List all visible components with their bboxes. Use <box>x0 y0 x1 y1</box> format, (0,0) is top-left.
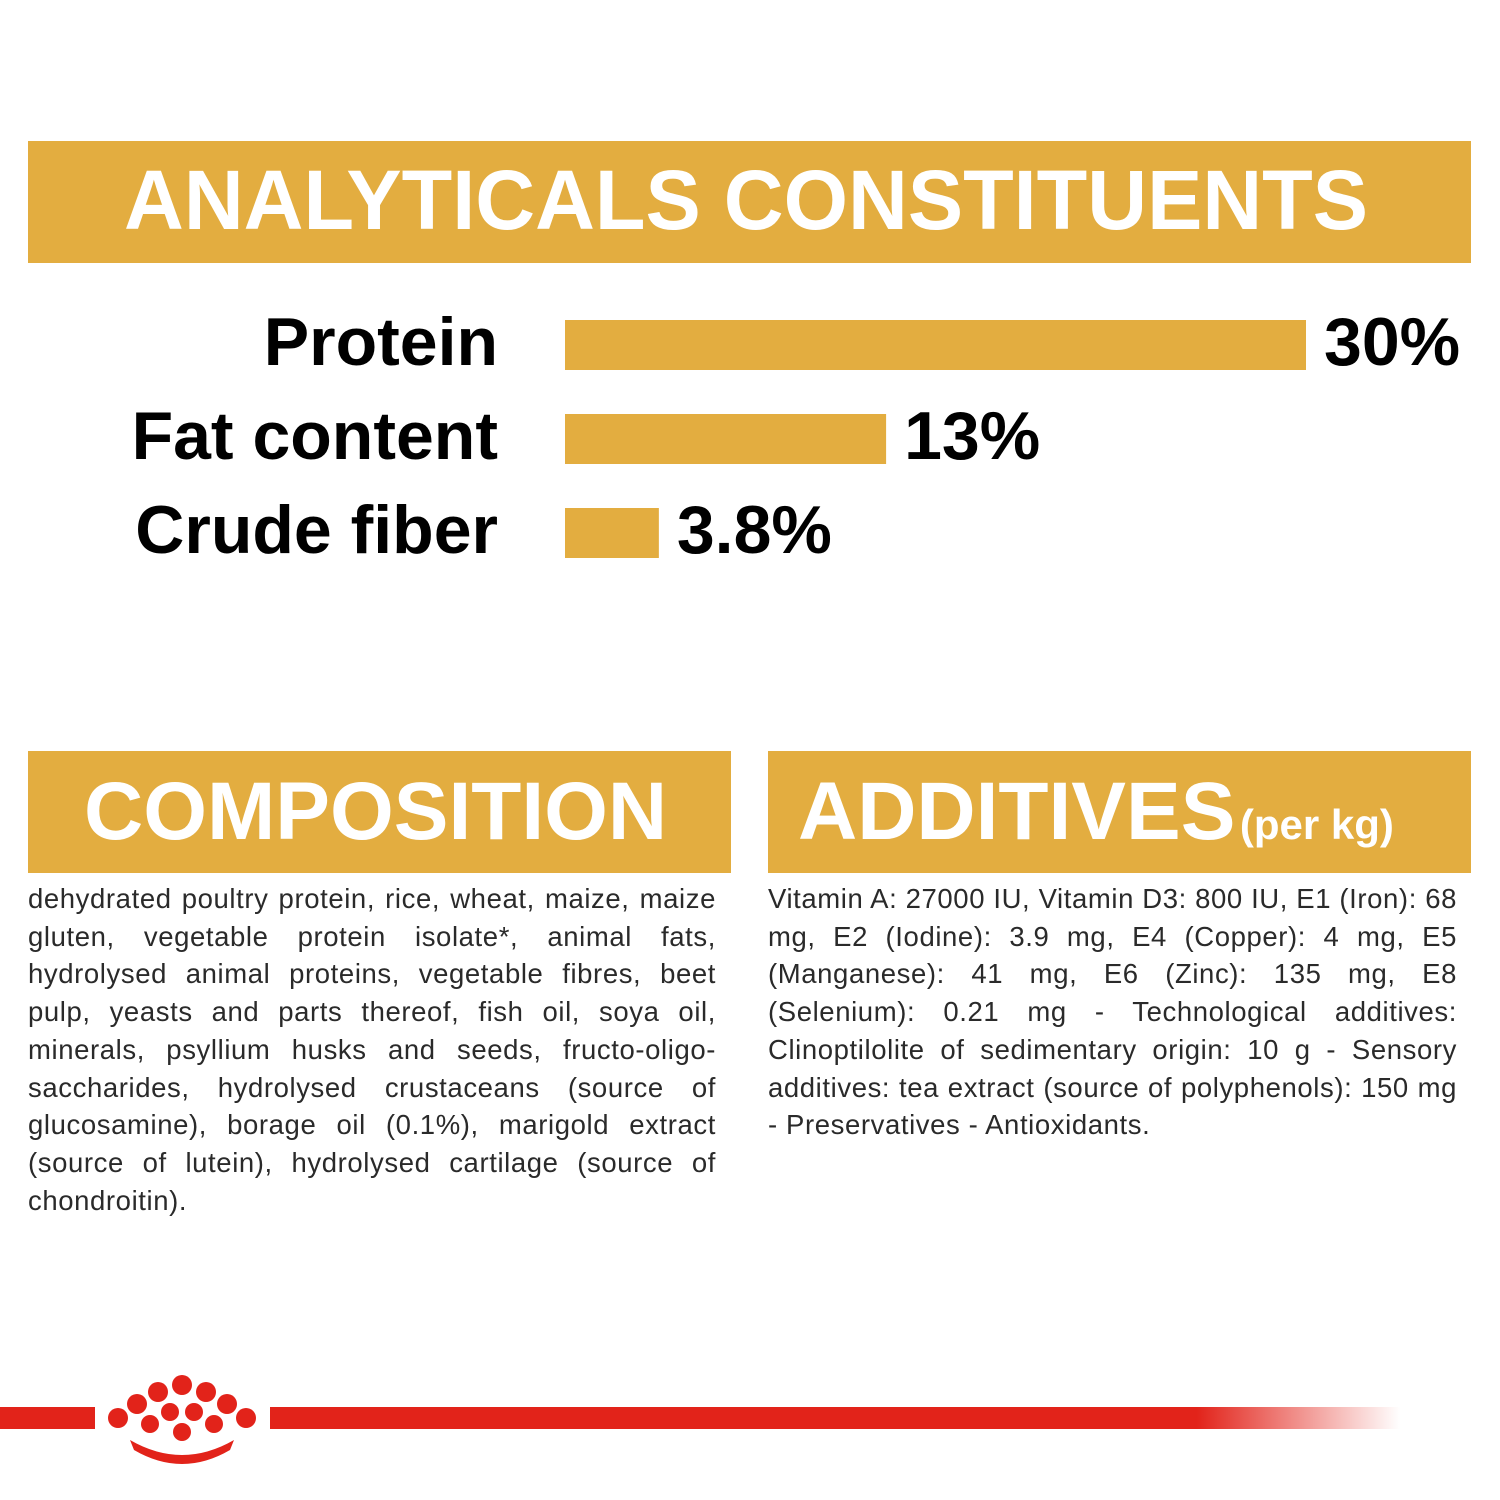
composition-title: COMPOSITION <box>84 766 668 857</box>
value-label: 30% <box>1324 304 1460 380</box>
category-label: Protein <box>264 304 498 380</box>
composition-text: dehydrated poultry protein, rice, wheat,… <box>28 883 716 1216</box>
additives-text: Vitamin A: 27000 IU, Vitamin D3: 800 IU,… <box>768 883 1457 1141</box>
footer-logo <box>0 1375 1400 1464</box>
category-label: Crude fiber <box>135 492 498 568</box>
value-label: 3.8% <box>677 492 832 568</box>
additives-subtitle: (per kg) <box>1239 801 1394 848</box>
bar <box>565 320 1306 370</box>
composition-header: COMPOSITION <box>28 751 731 873</box>
additives-title: ADDITIVES <box>798 766 1236 857</box>
chart-title: ANALYTICALS CONSTITUENTS <box>124 153 1368 247</box>
additives-header: ADDITIVES (per kg) <box>768 751 1471 873</box>
category-label: Fat content <box>132 398 498 474</box>
bar <box>565 414 887 464</box>
value-label: 13% <box>904 398 1040 474</box>
bar <box>565 508 659 558</box>
chart: ANALYTICALS CONSTITUENTS Protein 30% Fat c… <box>28 141 1471 568</box>
title-band <box>28 141 1471 263</box>
